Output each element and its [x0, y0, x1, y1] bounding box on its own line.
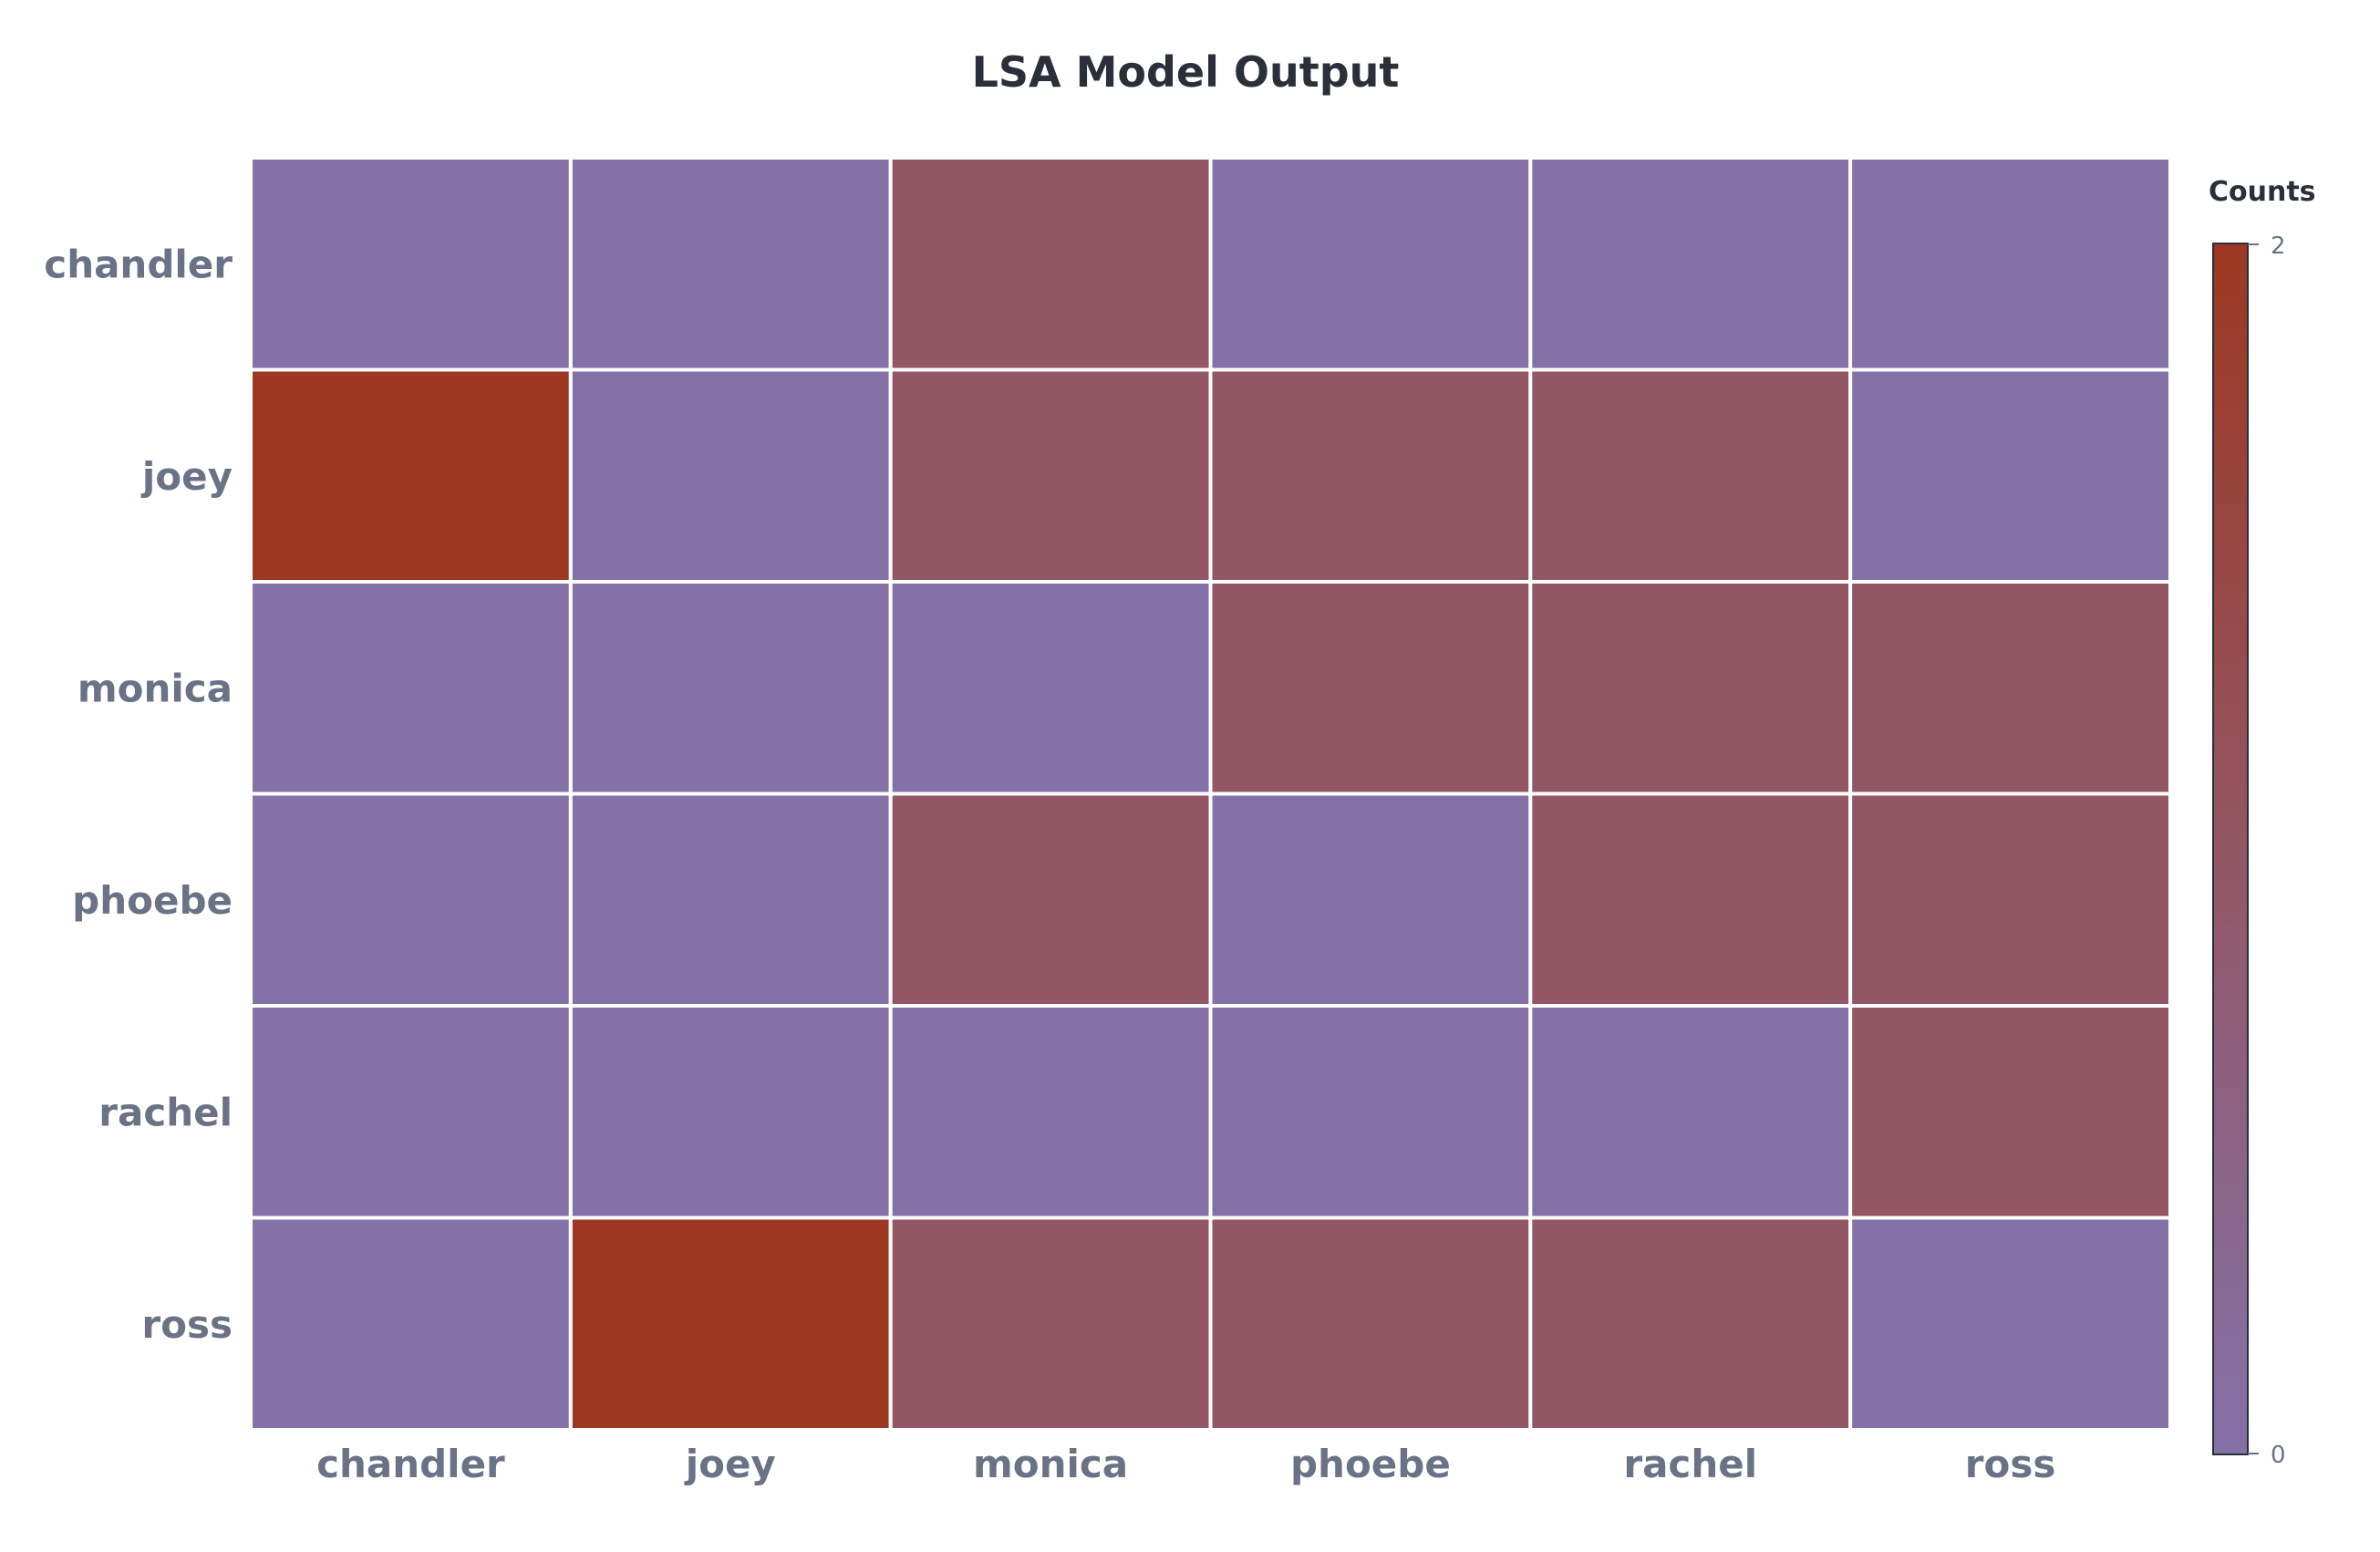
x-tick-label-monica: monica [973, 1442, 1128, 1486]
heatmap-cell-joey-joey [568, 367, 893, 584]
heatmap-cell-ross-joey [568, 1216, 893, 1432]
heatmap-cell-ross-monica [888, 1216, 1213, 1432]
y-tick-label-joey: joey [140, 454, 233, 499]
x-tick-label-joey: joey [684, 1442, 776, 1486]
heatmap-cell-monica-phoebe [1208, 580, 1533, 796]
y-tick-label-monica: monica [78, 666, 233, 710]
x-tick-label-phoebe: phoebe [1290, 1442, 1451, 1486]
heatmap-cell-phoebe-chandler [249, 792, 573, 1008]
heatmap-cell-monica-chandler [249, 580, 573, 796]
x-axis-tick-labels: chandler joey monica phoebe rachel ross [316, 1442, 2055, 1486]
heatmap-cell-phoebe-joey [568, 792, 893, 1008]
heatmap-cell-rachel-ross [1848, 1004, 2172, 1220]
heatmap-cell-rachel-monica [888, 1004, 1213, 1220]
chart-title: LSA Model Output [972, 47, 1400, 97]
heatmap-cell-joey-phoebe [1208, 367, 1533, 584]
heatmap-cell-chandler-phoebe [1208, 156, 1533, 372]
y-axis-tick-labels: chandler joey monica phoebe rachel ross [44, 242, 233, 1347]
heatmap-cell-phoebe-rachel [1528, 792, 1853, 1008]
heatmap-cell-monica-ross [1848, 580, 2172, 796]
heatmap-cell-joey-rachel [1528, 367, 1853, 584]
heatmap-cells [249, 156, 2172, 1432]
heatmap-cell-ross-chandler [249, 1216, 573, 1432]
x-tick-label-rachel: rachel [1623, 1442, 1757, 1486]
heatmap-cell-chandler-monica [888, 156, 1213, 372]
colorbar: Counts 2 0 [2209, 176, 2316, 1469]
heatmap-cell-rachel-joey [568, 1004, 893, 1220]
heatmap-cell-ross-ross [1848, 1216, 2172, 1432]
x-tick-label-ross: ross [1965, 1442, 2056, 1486]
heatmap-cell-chandler-joey [568, 156, 893, 372]
colorbar-tick-label-min: 0 [2271, 1442, 2286, 1469]
heatmap-cell-monica-monica [888, 580, 1213, 796]
heatmap-cell-chandler-chandler [249, 156, 573, 372]
heatmap-cell-chandler-rachel [1528, 156, 1853, 372]
heatmap-cell-phoebe-phoebe [1208, 792, 1533, 1008]
y-tick-label-chandler: chandler [44, 242, 233, 286]
heatmap-cell-joey-ross [1848, 367, 2172, 584]
heatmap-cell-rachel-chandler [249, 1004, 573, 1220]
heatmap-cell-phoebe-monica [888, 792, 1213, 1008]
heatmap-cell-monica-rachel [1528, 580, 1853, 796]
heatmap-cell-rachel-rachel [1528, 1004, 1853, 1220]
heatmap-cell-joey-chandler [249, 367, 573, 584]
heatmap-cell-phoebe-ross [1848, 792, 2172, 1008]
heatmap-cell-ross-rachel [1528, 1216, 1853, 1432]
y-tick-label-ross: ross [141, 1302, 233, 1347]
y-tick-label-rachel: rachel [98, 1090, 233, 1134]
x-tick-label-chandler: chandler [316, 1442, 505, 1486]
y-tick-label-phoebe: phoebe [72, 878, 233, 923]
colorbar-gradient [2212, 243, 2249, 1455]
heatmap-cell-rachel-phoebe [1208, 1004, 1533, 1220]
colorbar-tick-label-max: 2 [2271, 233, 2286, 260]
heatmap-cell-ross-phoebe [1208, 1216, 1533, 1432]
heatmap-cell-chandler-ross [1848, 156, 2172, 372]
colorbar-title: Counts [2209, 176, 2316, 208]
heatmap-cell-monica-joey [568, 580, 893, 796]
heatmap-cell-joey-monica [888, 367, 1213, 584]
